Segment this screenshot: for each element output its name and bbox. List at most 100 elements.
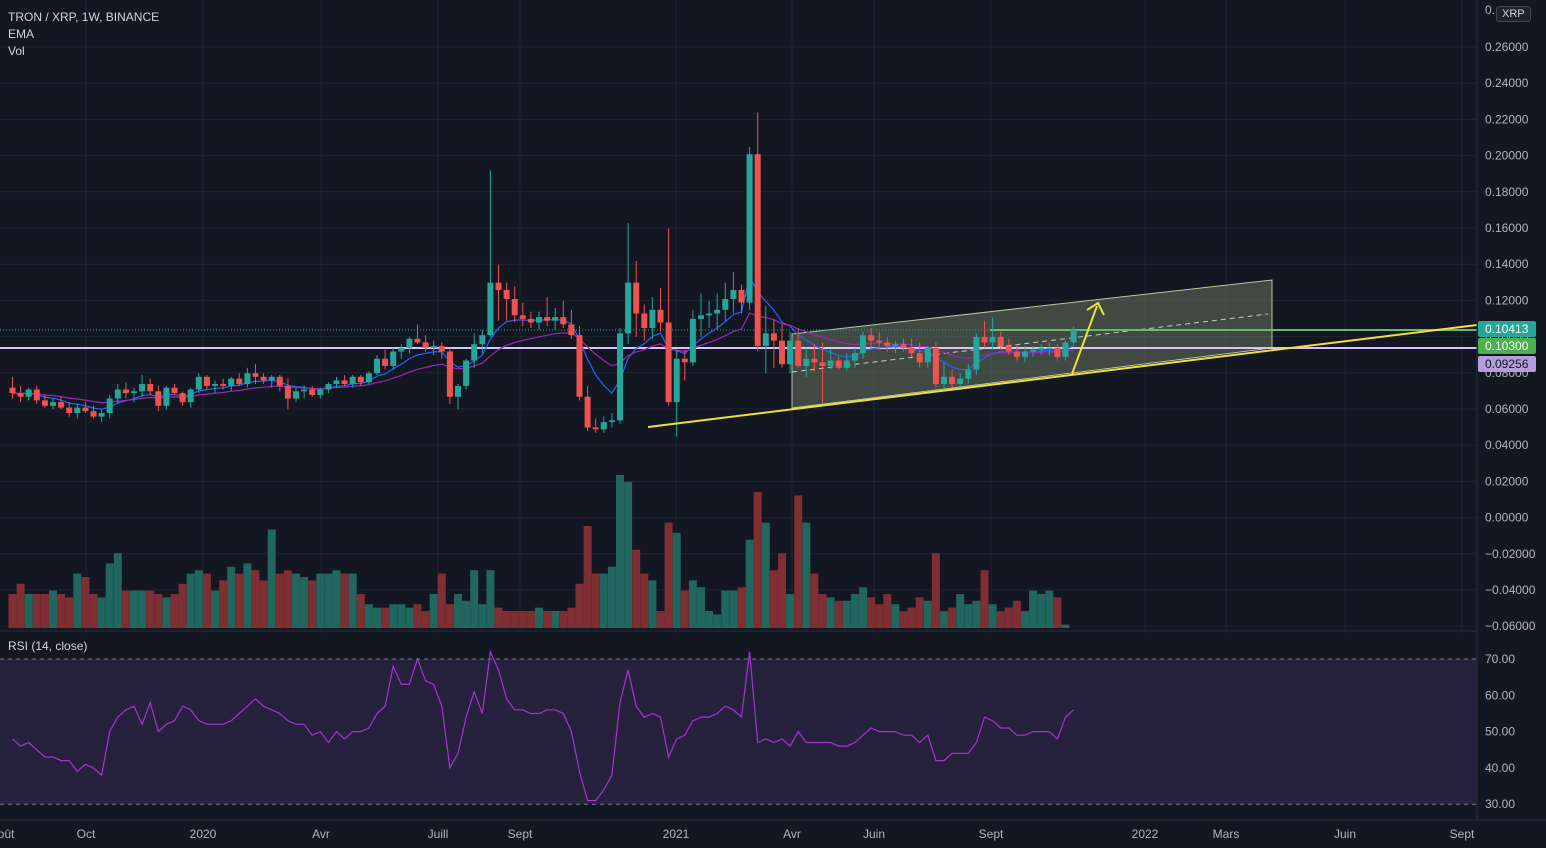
trendline-support xyxy=(647,324,1478,428)
candle-body xyxy=(1005,346,1012,352)
x-tick-label: Juin xyxy=(1334,827,1356,841)
candle-body xyxy=(455,385,461,397)
volume-bar xyxy=(834,600,843,628)
volume-bar xyxy=(316,573,325,628)
candle-body xyxy=(973,337,980,370)
candle-body xyxy=(487,282,494,336)
candle-body xyxy=(58,402,65,408)
volume-bar xyxy=(672,532,681,628)
candle-body xyxy=(803,358,810,366)
projection-arrowhead xyxy=(1086,301,1105,316)
candle-body xyxy=(665,322,672,403)
volume-bar xyxy=(211,590,219,628)
volume-bar xyxy=(324,573,333,628)
volume-bar xyxy=(818,594,827,628)
x-tick-label: Juill xyxy=(428,827,449,841)
price-label-bg xyxy=(1478,321,1536,337)
indicator-vol-label[interactable]: Vol xyxy=(8,44,25,58)
candle-body xyxy=(471,344,478,361)
candle-body xyxy=(868,335,875,341)
candle-body xyxy=(544,317,551,321)
candle-body xyxy=(438,346,445,352)
candle-body xyxy=(220,384,227,386)
candle-body xyxy=(536,317,542,323)
candle-body xyxy=(560,317,567,325)
candle-body xyxy=(382,358,389,366)
volume-bar xyxy=(729,590,738,628)
candle-body xyxy=(949,376,956,385)
volume-bar xyxy=(713,614,722,628)
volume-bar xyxy=(567,607,576,628)
volume-bar xyxy=(73,573,82,628)
volume-bar xyxy=(65,597,74,628)
rsi-band xyxy=(0,659,1477,805)
candle-body xyxy=(835,360,842,368)
candle-body xyxy=(82,407,89,412)
candle-body xyxy=(66,407,73,414)
volume-bar xyxy=(867,597,876,628)
volume-bar xyxy=(697,587,705,628)
candle-body xyxy=(924,347,931,363)
candle-body xyxy=(860,335,866,354)
candle-body xyxy=(503,289,510,299)
volume-bar xyxy=(883,594,892,628)
candle-body xyxy=(139,384,146,392)
volume-bar xyxy=(632,549,641,628)
candle-body xyxy=(592,427,599,430)
volume-bar xyxy=(721,590,730,628)
volume-bar xyxy=(154,594,163,628)
volume-bar xyxy=(583,526,592,628)
volume-bar xyxy=(737,587,746,628)
candle-body xyxy=(722,298,729,310)
symbol-title[interactable]: TRON / XRP, 1W, BINANCE xyxy=(8,10,160,24)
candle-body xyxy=(422,342,429,348)
candle-body xyxy=(1062,342,1069,357)
volume-bar xyxy=(705,611,714,628)
volume-bar xyxy=(891,604,900,628)
candle-body xyxy=(641,313,648,328)
volume-bar xyxy=(761,522,770,628)
candle-body xyxy=(1070,329,1077,343)
volume-bar xyxy=(235,573,244,628)
volume-bar xyxy=(300,577,309,628)
y-tick-label: 0.16000 xyxy=(1485,221,1529,235)
rsi-title[interactable]: RSI (14, close) xyxy=(8,639,88,653)
candle-body xyxy=(349,376,356,385)
volume-bar xyxy=(421,611,430,628)
volume-bar xyxy=(486,570,495,628)
volume-bar xyxy=(964,604,973,628)
candle-body xyxy=(795,340,802,366)
y-tick-label: −0.06000 xyxy=(1485,619,1536,633)
candle-body xyxy=(98,413,105,417)
volume-bar xyxy=(445,604,454,628)
volume-bar xyxy=(778,553,786,628)
x-tick-label: Sept xyxy=(1450,827,1475,841)
candle-body xyxy=(33,389,40,401)
volume-bar xyxy=(40,594,49,628)
candle-body xyxy=(527,318,534,323)
candle-body xyxy=(187,389,194,403)
volume-bar xyxy=(348,573,357,628)
volume-bar xyxy=(802,522,811,628)
channel-midline xyxy=(791,313,1269,373)
rsi-pane xyxy=(0,633,1477,820)
rsi-tick-label: 50.00 xyxy=(1485,725,1515,739)
candle-body xyxy=(827,360,834,366)
volume-bar xyxy=(429,594,438,628)
x-tick-label: Oct xyxy=(77,827,96,841)
candle-body xyxy=(252,373,259,377)
candle-body xyxy=(511,298,518,316)
indicator-ema-label[interactable]: EMA xyxy=(8,27,35,41)
volume-bar xyxy=(915,597,924,628)
candle-body xyxy=(301,389,308,392)
candle-body xyxy=(754,154,761,347)
candle-body xyxy=(600,422,607,430)
candle-body xyxy=(195,376,202,390)
candle-body xyxy=(981,337,988,343)
candle-body xyxy=(131,391,137,394)
candle-body xyxy=(276,376,283,386)
volume-bar xyxy=(389,604,398,628)
currency-badge[interactable]: XRP xyxy=(1496,6,1531,22)
